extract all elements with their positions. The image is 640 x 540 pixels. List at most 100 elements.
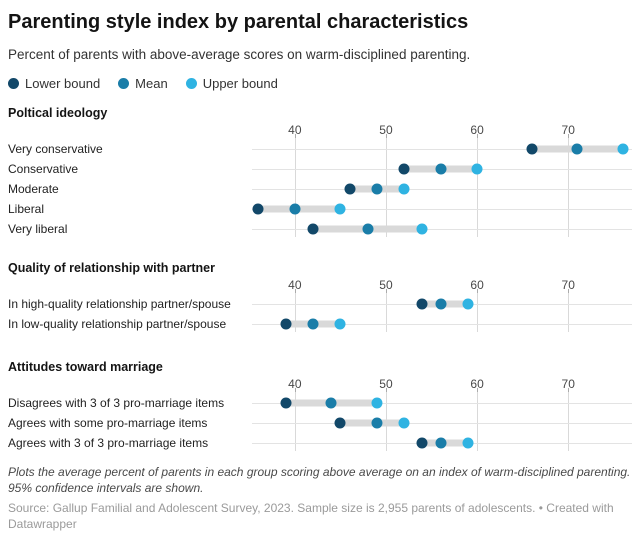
legend-item-upper-bound: Upper bound xyxy=(185,76,278,91)
legend: Lower bound Mean Upper bound xyxy=(8,76,632,91)
legend-item-lower-bound: Lower bound xyxy=(8,76,100,91)
axis-tick-mark xyxy=(568,388,570,392)
lower-bound-dot xyxy=(280,318,292,330)
axis-tick-mark xyxy=(294,289,296,293)
section-title: Attitudes toward marriage xyxy=(8,360,163,374)
row-label: Very liberal xyxy=(8,222,68,236)
upper-bound-dot xyxy=(462,298,474,310)
section-title: Quality of relationship with partner xyxy=(8,261,215,275)
chart-subtitle: Percent of parents with above-average sc… xyxy=(8,47,471,62)
row-label: Disagrees with 3 of 3 pro-marriage items xyxy=(8,396,225,410)
lower-bound-dot xyxy=(307,223,319,235)
upper-bound-dot xyxy=(334,318,346,330)
section-title: Poltical ideology xyxy=(8,106,108,120)
chart-row: Conservative xyxy=(8,159,632,179)
lower-bound-dot xyxy=(398,163,410,175)
legend-item-label: Mean xyxy=(135,76,168,91)
row-label: Agrees with some pro-marriage items xyxy=(8,416,208,430)
lower-bound-dot xyxy=(416,437,428,449)
chart-row: Agrees with 3 of 3 pro-marriage items xyxy=(8,433,632,453)
axis-tick-mark xyxy=(294,388,296,392)
axis-tick-mark xyxy=(477,388,479,392)
axis-tick-label: 40 xyxy=(288,278,302,292)
source-line: Source: Gallup Familial and Adolescent S… xyxy=(8,501,614,531)
lower-bound-dot xyxy=(334,417,346,429)
gridline xyxy=(294,388,296,451)
x-axis: 40 50 60 70 xyxy=(8,375,632,393)
upper-bound-dot xyxy=(471,163,483,175)
gridline xyxy=(477,289,479,332)
axis-tick-label: 70 xyxy=(561,377,575,391)
chart-row: In high-quality relationship partner/spo… xyxy=(8,294,632,314)
x-axis: 40 50 60 70 xyxy=(8,276,632,294)
axis-tick-label: 60 xyxy=(470,377,484,391)
upper-bound-dot xyxy=(617,143,629,155)
chart-section: Poltical ideology 40 50 60 70 Very conservati… xyxy=(8,106,632,239)
upper-bound-dot xyxy=(416,223,428,235)
chart-notes: Plots the average percent of parents in … xyxy=(8,465,631,495)
chart-title: Parenting style index by parental charac… xyxy=(8,11,469,33)
chart-row: Agrees with some pro-marriage items xyxy=(8,413,632,433)
legend-swatch-circle-icon xyxy=(185,78,197,89)
mean-dot xyxy=(289,203,301,215)
axis-tick-mark xyxy=(477,289,479,293)
plot-block: 40 50 60 70 Very conservative Conservative Mod… xyxy=(8,121,632,239)
lower-bound-dot xyxy=(280,397,292,409)
mean-dot xyxy=(325,397,337,409)
legend-item-label: Lower bound xyxy=(25,76,101,91)
chart-section: Quality of relationship with partner 40 50… xyxy=(8,261,632,334)
chart-row: Disagrees with 3 of 3 pro-marriage items xyxy=(8,393,632,413)
axis-tick-label: 60 xyxy=(470,123,484,137)
row-label: Very conservative xyxy=(8,142,103,156)
lower-bound-dot xyxy=(252,203,264,215)
row-label: Agrees with 3 of 3 pro-marriage items xyxy=(8,436,209,450)
upper-bound-dot xyxy=(398,183,410,195)
lower-bound-dot xyxy=(344,183,355,195)
mean-dot xyxy=(435,437,447,449)
axis-tick-mark xyxy=(385,388,387,392)
upper-bound-dot xyxy=(371,397,383,409)
row-label: In low-quality relationship partner/spou… xyxy=(8,317,227,331)
chart-row: Moderate xyxy=(8,179,632,199)
mean-dot xyxy=(307,318,319,330)
chart-row: Very conservative xyxy=(8,139,632,159)
plot-block: 40 50 60 70 In high-quality relationship par… xyxy=(8,276,632,334)
legend-item-label: Upper bound xyxy=(202,76,278,91)
upper-bound-dot xyxy=(398,417,410,429)
axis-tick-label: 70 xyxy=(561,123,575,137)
mean-dot xyxy=(435,298,447,310)
axis-tick-mark xyxy=(477,134,479,138)
chart-body: Poltical ideology 40 50 60 70 Very conservati… xyxy=(8,106,632,453)
axis-tick-mark xyxy=(385,134,387,138)
chart-row: In low-quality relationship partner/spou… xyxy=(8,314,632,334)
gridline xyxy=(568,134,570,237)
chart-row: Liberal xyxy=(8,199,632,219)
gridline xyxy=(294,134,296,237)
mean-dot xyxy=(362,223,374,235)
row-guide-line xyxy=(252,324,632,325)
axis-tick-label: 50 xyxy=(379,377,393,391)
gridline xyxy=(477,388,479,451)
legend-swatch-circle-icon xyxy=(8,78,19,89)
row-guide-line xyxy=(252,209,632,210)
axis-tick-mark xyxy=(568,134,570,138)
axis-tick-label: 60 xyxy=(470,278,484,292)
gridline xyxy=(568,388,570,451)
lower-bound-dot xyxy=(416,298,428,310)
axis-tick-mark xyxy=(294,134,296,138)
row-guide-line xyxy=(252,423,632,424)
axis-tick-label: 50 xyxy=(379,278,393,292)
gridline xyxy=(477,134,479,237)
gridline xyxy=(385,289,387,332)
mean-dot xyxy=(435,163,447,175)
upper-bound-dot xyxy=(462,437,474,449)
row-guide-line xyxy=(252,229,632,230)
axis-tick-label: 40 xyxy=(288,123,302,137)
mean-dot xyxy=(371,417,383,429)
row-guide-line xyxy=(252,189,632,190)
axis-tick-label: 70 xyxy=(561,278,575,292)
chart-row: Very liberal xyxy=(8,219,632,239)
row-guide-line xyxy=(252,149,632,150)
gridline xyxy=(568,289,570,332)
